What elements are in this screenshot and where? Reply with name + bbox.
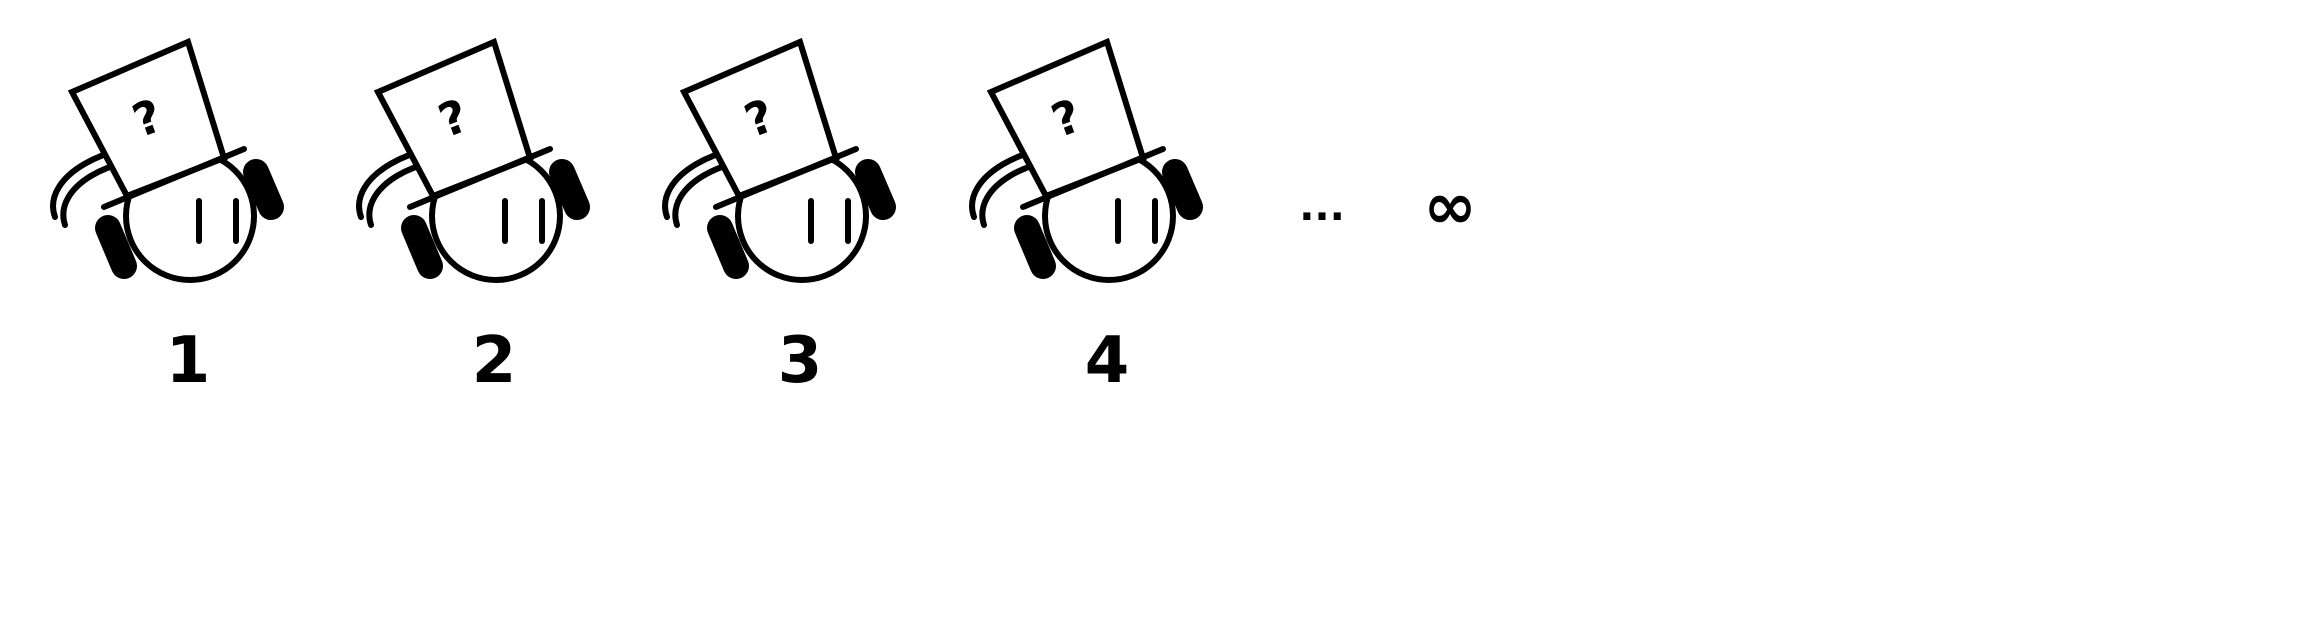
hat-headphone-face-icon: [359, 42, 577, 280]
figure-label: 4: [1085, 324, 1130, 398]
figure-3: 3: [665, 42, 883, 398]
figure-1: 1: [53, 42, 271, 398]
figure-4: 4: [972, 42, 1190, 398]
infinity-symbol: ∞: [1423, 170, 1476, 244]
figure-2: 2: [359, 42, 577, 398]
hat-headphone-face-icon: [665, 42, 883, 280]
ellipsis: ...: [1299, 184, 1345, 230]
hat-headphone-face-icon: [53, 42, 271, 280]
hat-headphone-face-icon: [972, 42, 1190, 280]
figure-label: 3: [778, 324, 823, 398]
figure-label: 2: [472, 324, 517, 398]
figure-label: 1: [166, 324, 211, 398]
